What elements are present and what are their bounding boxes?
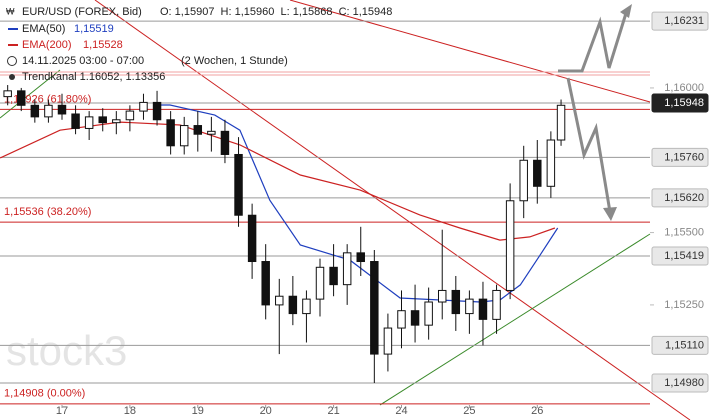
candle-body xyxy=(342,252,352,286)
x-tick-label: 25 xyxy=(463,405,475,417)
price-box xyxy=(651,147,709,167)
trend-line xyxy=(289,0,651,103)
price-box-label: 1,16231 xyxy=(664,15,704,27)
watermark: stock3 xyxy=(6,327,127,374)
interval: (2 Wochen, 1 Stunde) xyxy=(181,55,288,67)
channel-icon xyxy=(9,74,15,80)
price-box-label: 1,14980 xyxy=(664,377,704,389)
candle-body xyxy=(465,298,474,315)
y-tick-label: 1,15250 xyxy=(664,299,704,311)
candle-body xyxy=(275,295,284,306)
y-tick-label: 1,16000 xyxy=(664,82,704,94)
x-tick-label: 18 xyxy=(124,405,136,417)
candle-body xyxy=(207,130,216,135)
candle-body xyxy=(139,101,148,112)
level-label: 1,14908 (0.00%) xyxy=(4,388,85,400)
candle-body xyxy=(220,130,230,155)
trend-line xyxy=(0,69,61,119)
candle-body xyxy=(17,90,26,106)
legend-value: 1,15519 xyxy=(74,23,114,35)
candle-body xyxy=(329,266,338,286)
candle-body xyxy=(234,153,243,216)
candle-body xyxy=(125,110,135,121)
level-label: 1,15536 (38.20%) xyxy=(4,206,91,218)
candle-body xyxy=(492,289,501,320)
candle-body xyxy=(410,310,420,326)
candle-body xyxy=(288,295,298,315)
candle-body xyxy=(98,116,107,124)
candle-body xyxy=(451,289,461,315)
candle-body xyxy=(166,119,175,147)
price-box-label: 1,15419 xyxy=(664,250,704,262)
trend-line xyxy=(379,233,651,406)
level-label: 1,15926 (61.80%) xyxy=(4,93,91,105)
candle-body xyxy=(261,261,270,306)
candle-body xyxy=(179,125,189,147)
candle-body xyxy=(57,104,67,115)
candle-body xyxy=(437,289,447,303)
price-box xyxy=(651,93,709,113)
y-tick-label: 1,15500 xyxy=(664,226,704,238)
candle-body xyxy=(152,101,162,121)
candle-body xyxy=(3,90,12,98)
x-tick-label: 26 xyxy=(531,405,543,417)
arrow-head xyxy=(603,207,617,221)
candle-body xyxy=(478,298,488,320)
candle-body xyxy=(193,125,203,135)
arrow-head xyxy=(620,4,632,18)
candle-body xyxy=(370,261,379,355)
candle-body xyxy=(44,104,53,118)
x-tick-label: 19 xyxy=(192,405,204,417)
plot: 1,15926 (61.80%) 1,15536 (38.20%) 1,14908 … xyxy=(0,20,650,405)
candle-body xyxy=(397,310,406,329)
icon: ₩ xyxy=(6,6,15,16)
candle-body xyxy=(356,252,365,263)
price-box xyxy=(651,11,709,31)
x-tick-label: 24 xyxy=(395,405,407,417)
trend-line xyxy=(94,0,691,420)
price-box-label: 1,15620 xyxy=(664,192,704,204)
x-tick-label: 17 xyxy=(56,405,68,417)
candle-body xyxy=(556,104,566,141)
x-tick-label: 20 xyxy=(260,405,272,417)
legend-value: 1,15528 xyxy=(83,39,123,51)
price-box xyxy=(651,335,709,355)
trend-channel: Trendkanal 1.16052, 1.13356 xyxy=(22,71,165,83)
candle-body xyxy=(519,159,528,202)
forecast-arrow xyxy=(566,77,612,213)
symbol-title: EUR/USD (FOREX, Bid) xyxy=(22,6,142,18)
candle-body xyxy=(505,200,515,291)
candle-body xyxy=(71,113,80,129)
clock-icon xyxy=(7,56,17,66)
candle-body xyxy=(533,159,542,187)
forecast-arrow xyxy=(558,9,629,73)
price-box-label: 1,15948 xyxy=(664,97,704,109)
candle-body xyxy=(84,116,94,129)
candle-body xyxy=(546,139,556,187)
candle-body xyxy=(383,327,393,355)
price-box xyxy=(651,188,709,208)
candle-body xyxy=(112,119,121,124)
ema-line xyxy=(0,121,556,241)
header: ₩ EUR/USD (FOREX, Bid) O: 1,15907 H: 1,1… xyxy=(6,6,392,83)
legend-name: EMA(200) xyxy=(22,39,72,51)
candle-body xyxy=(30,104,40,118)
legend-name: EMA(50) xyxy=(22,23,65,35)
period: 14.11.2025 03:00 - 07:00 xyxy=(22,55,144,67)
price-box-label: 1,15760 xyxy=(664,151,704,163)
candle-body xyxy=(315,266,325,300)
price-box xyxy=(651,373,709,393)
price-box-label: 1,15110 xyxy=(665,339,704,351)
candle-body xyxy=(302,298,311,315)
price-box xyxy=(651,246,709,266)
candle-body xyxy=(247,214,257,263)
x-tick-label: 21 xyxy=(327,405,339,417)
ohlc: O: 1,15907 H: 1,15960 L: 1,15868 C: 1,15… xyxy=(160,6,392,18)
candle-body xyxy=(424,301,433,326)
